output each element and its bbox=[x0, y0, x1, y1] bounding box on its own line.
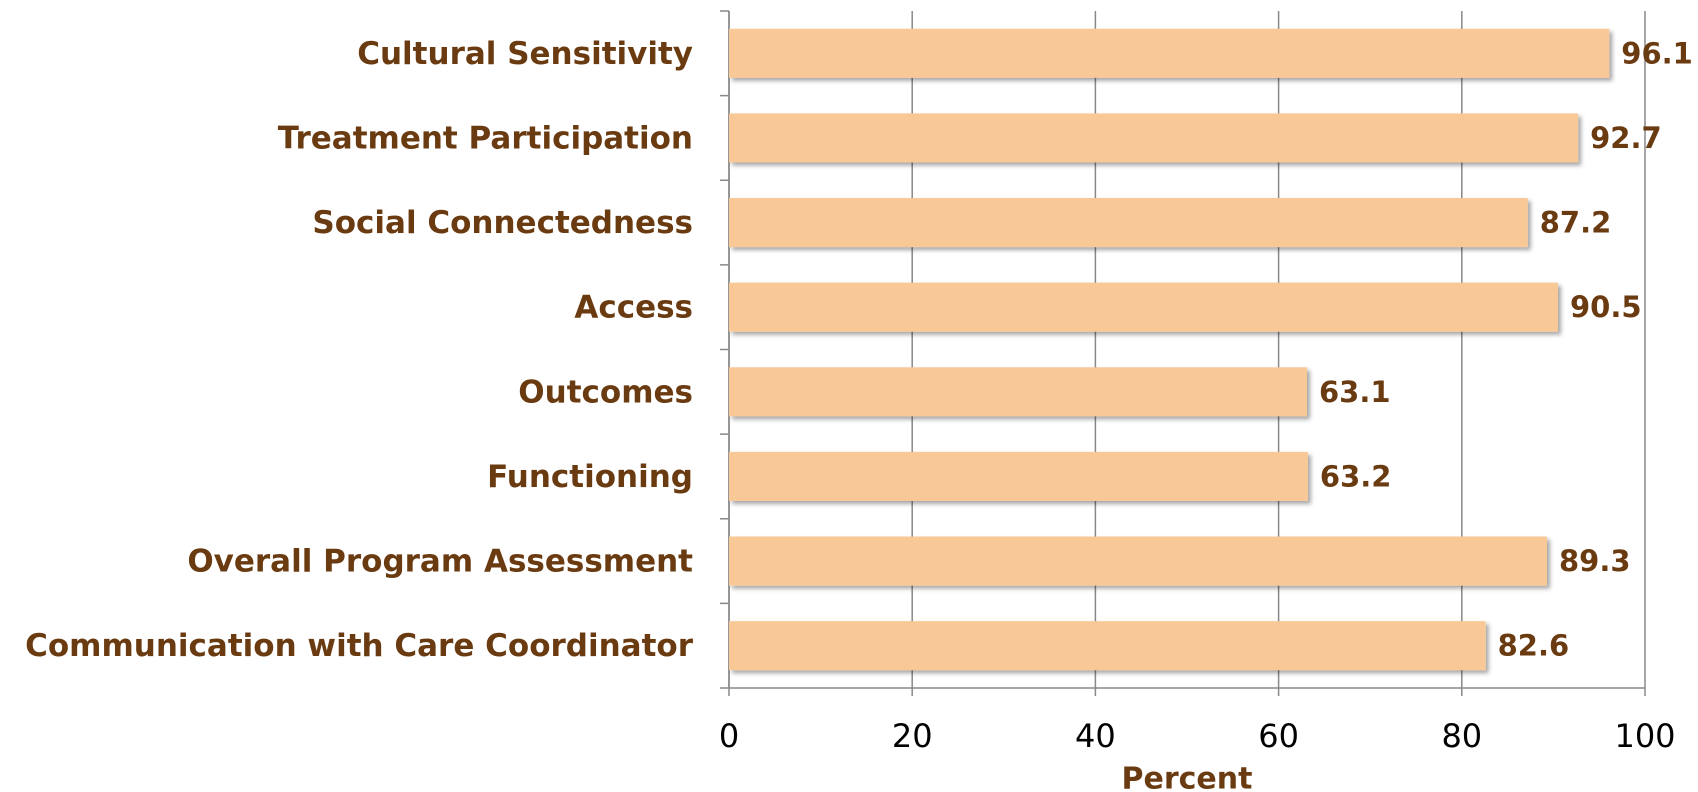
x-axis-label: Percent bbox=[1122, 762, 1253, 792]
bar bbox=[729, 113, 1579, 163]
value-label: 92.7 bbox=[1590, 121, 1662, 155]
bar bbox=[729, 282, 1558, 332]
value-label: 87.2 bbox=[1540, 206, 1612, 240]
x-tick-label: 20 bbox=[892, 717, 933, 755]
y-tick-label: Cultural Sensitivity bbox=[357, 36, 693, 72]
bar bbox=[729, 536, 1547, 586]
bar bbox=[729, 28, 1610, 78]
bar bbox=[729, 367, 1307, 417]
value-label: 63.1 bbox=[1319, 375, 1391, 409]
y-tick-label: Overall Program Assessment bbox=[187, 544, 693, 580]
value-label: 96.1 bbox=[1621, 36, 1693, 70]
y-tick-label: Access bbox=[574, 290, 693, 326]
value-label: 89.3 bbox=[1559, 544, 1631, 578]
x-tick-label: 100 bbox=[1614, 717, 1675, 755]
y-tick-label: Communication with Care Coordinator bbox=[25, 628, 694, 664]
x-tick-label: 40 bbox=[1075, 717, 1116, 755]
bar bbox=[729, 621, 1486, 671]
value-label: 63.2 bbox=[1320, 459, 1392, 493]
value-label: 90.5 bbox=[1570, 290, 1642, 324]
y-tick-label: Treatment Participation bbox=[278, 120, 693, 156]
y-tick-label: Social Connectedness bbox=[312, 205, 693, 241]
y-tick-label: Outcomes bbox=[518, 374, 693, 410]
x-tick-label: 80 bbox=[1441, 717, 1482, 755]
bar bbox=[729, 451, 1308, 501]
x-tick-label: 0 bbox=[719, 717, 739, 755]
bar bbox=[729, 198, 1528, 248]
y-tick-label: Functioning bbox=[487, 459, 693, 495]
value-label: 82.6 bbox=[1498, 629, 1570, 663]
x-tick-label: 60 bbox=[1258, 717, 1299, 755]
